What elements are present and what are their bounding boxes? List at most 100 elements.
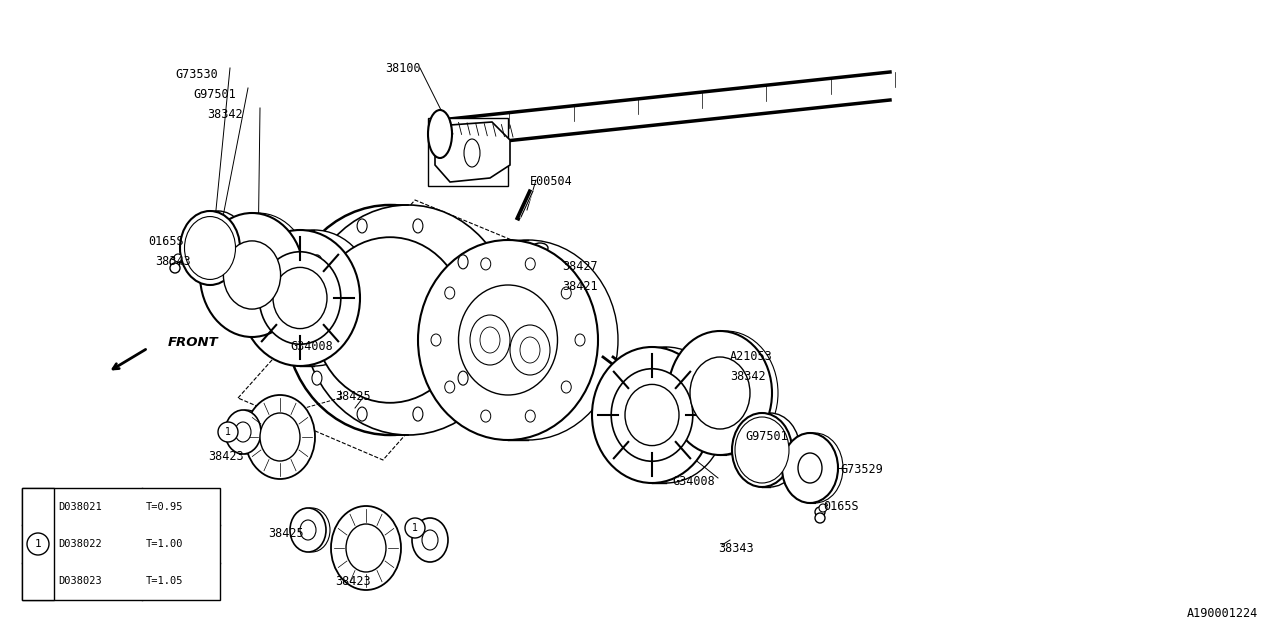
Text: 38425: 38425 [268,527,303,540]
Text: T=0.95: T=0.95 [146,502,183,511]
Ellipse shape [332,506,401,590]
Ellipse shape [525,410,535,422]
Ellipse shape [206,213,310,337]
Ellipse shape [413,407,422,421]
Ellipse shape [294,313,305,327]
Ellipse shape [525,258,535,270]
Text: 38342: 38342 [730,370,765,383]
Text: 0165S: 0165S [823,500,859,513]
Circle shape [27,533,49,555]
Ellipse shape [782,433,838,503]
Ellipse shape [481,410,490,422]
Ellipse shape [300,520,316,540]
Text: 38427: 38427 [562,260,598,273]
Ellipse shape [520,337,540,363]
Ellipse shape [346,524,387,572]
Ellipse shape [605,347,726,483]
Ellipse shape [431,334,442,346]
Circle shape [218,422,238,442]
Ellipse shape [458,285,558,395]
Circle shape [819,504,827,512]
Text: D038021: D038021 [58,502,101,511]
Ellipse shape [184,216,236,280]
Ellipse shape [244,395,315,479]
Ellipse shape [475,313,485,327]
Text: 1: 1 [225,427,232,437]
Ellipse shape [188,211,248,285]
Ellipse shape [412,518,448,562]
Ellipse shape [744,428,780,472]
Ellipse shape [480,327,500,353]
Ellipse shape [787,433,844,503]
Ellipse shape [481,258,490,270]
Ellipse shape [690,357,750,429]
Ellipse shape [236,422,251,442]
Ellipse shape [509,325,550,375]
Ellipse shape [312,255,323,269]
Text: D038022: D038022 [58,539,101,549]
Text: G97501: G97501 [745,430,787,443]
Text: 1: 1 [412,523,419,533]
Ellipse shape [735,417,788,483]
Circle shape [170,263,180,273]
Text: 38421: 38421 [562,280,598,293]
Ellipse shape [180,211,241,285]
Ellipse shape [797,453,822,483]
Ellipse shape [625,385,678,445]
Text: 38342: 38342 [207,108,243,121]
Text: FRONT: FRONT [168,337,219,349]
Ellipse shape [458,255,468,269]
Circle shape [815,513,826,523]
Text: 38343: 38343 [718,542,754,555]
Ellipse shape [312,371,323,385]
Bar [428,118,508,186]
Text: D038023: D038023 [58,577,101,586]
Text: A21053: A21053 [730,350,773,363]
Ellipse shape [357,407,367,421]
Text: G97501: G97501 [193,88,236,101]
Ellipse shape [561,287,571,299]
Ellipse shape [229,410,265,454]
Text: G34008: G34008 [291,340,333,353]
Text: G34008: G34008 [672,475,714,488]
Ellipse shape [532,243,548,253]
Ellipse shape [413,219,422,233]
Ellipse shape [458,371,468,385]
Ellipse shape [532,305,548,315]
Ellipse shape [224,241,280,309]
Circle shape [174,254,182,262]
Ellipse shape [253,230,374,366]
Text: G73530: G73530 [175,68,218,81]
Text: A190001224: A190001224 [1187,607,1258,620]
Ellipse shape [419,240,598,440]
Polygon shape [435,122,509,182]
Ellipse shape [200,213,305,337]
Text: 0165S: 0165S [148,235,183,248]
Ellipse shape [438,240,618,440]
Ellipse shape [303,205,513,435]
Text: 38425: 38425 [335,390,371,403]
Text: G73529: G73529 [840,463,883,476]
Ellipse shape [444,287,454,299]
Ellipse shape [561,381,571,393]
Ellipse shape [444,381,454,393]
Ellipse shape [259,252,340,344]
Text: T=1.05: T=1.05 [146,577,183,586]
Ellipse shape [612,369,692,461]
Text: 1: 1 [35,539,41,549]
Ellipse shape [591,347,712,483]
Ellipse shape [294,508,330,552]
Ellipse shape [241,230,360,366]
Ellipse shape [732,413,792,487]
Ellipse shape [740,413,800,487]
Text: 38100: 38100 [385,62,421,75]
Ellipse shape [273,268,326,328]
Ellipse shape [291,508,326,552]
Ellipse shape [225,410,261,454]
Text: T=1.00: T=1.00 [146,539,183,549]
Ellipse shape [357,219,367,233]
Ellipse shape [422,530,438,550]
Ellipse shape [668,331,772,455]
Circle shape [404,518,425,538]
Ellipse shape [260,413,300,461]
